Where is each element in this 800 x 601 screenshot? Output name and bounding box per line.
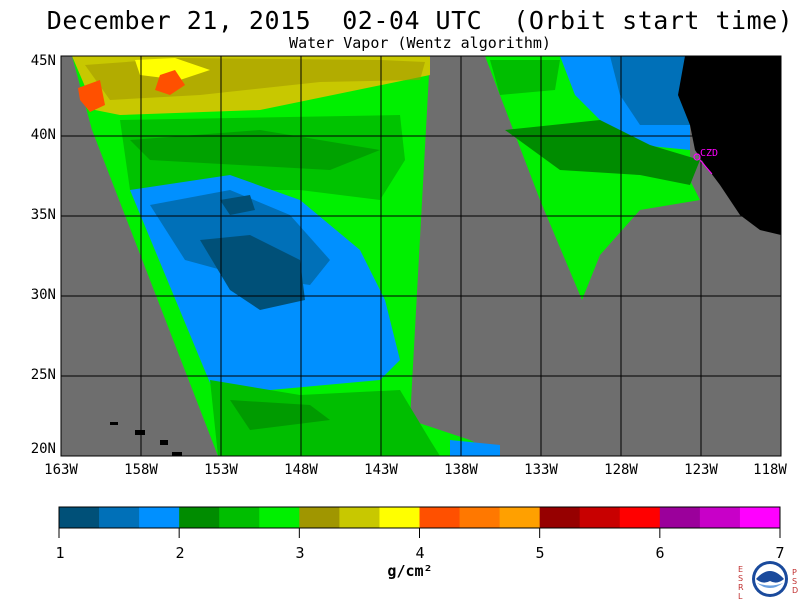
colorbar-swatch [739,507,781,528]
colorbar-swatch [139,507,180,528]
colorbar-swatch [619,507,661,528]
logo-letter: L [738,592,743,601]
lat-label: 30N [30,287,56,303]
logo-letter: S [792,577,798,586]
lon-label: 128W [604,462,638,478]
colorbar-swatch [299,507,340,528]
colorbar-swatch [459,507,501,528]
lon-label: 143W [364,462,398,478]
lat-label: 40N [30,127,56,143]
island [135,430,145,435]
lon-label: 118W [753,462,787,478]
colorbar-swatch [419,507,461,528]
map-title: December 21, 2015 02-04 UTC (Orbit start… [46,6,794,35]
lon-label: 163W [44,462,78,478]
map-subtitle: Water Vapor (Wentz algorithm) [289,34,551,52]
station-label: CZD [700,148,718,159]
lat-label: 35N [30,207,56,223]
colorbar-swatch [339,507,380,528]
colorbar-tick-label: 2 [175,544,185,562]
map-border [60,55,782,457]
colorbar-swatch [499,507,541,528]
lon-label: 153W [204,462,238,478]
logo-letter: S [738,574,744,583]
western-swath [72,56,500,456]
island [172,452,182,456]
lat-label: 20N [30,441,56,457]
colorbar-swatch [59,507,100,528]
colorbar-swatch [659,507,701,528]
lon-label: 158W [124,462,158,478]
colorbar-swatch [699,507,741,528]
colorbar-tick-label: 3 [295,544,305,562]
logo-letter: D [792,586,799,595]
lon-label: 123W [684,462,718,478]
lon-label: 133W [524,462,558,478]
island [160,440,168,445]
colorbar-tick-label: 5 [535,544,545,562]
lat-label: 45N [30,53,56,69]
colorbar-swatch [179,507,220,528]
colorbar-tick-label: 4 [415,544,425,562]
lon-label: 138W [444,462,478,478]
colorbar-swatch [579,507,621,528]
colorbar-tick-label: 7 [775,544,785,562]
logo-letter: R [738,583,744,592]
colorbar-swatch [99,507,140,528]
land-california [678,56,781,235]
colorbar-swatch [379,507,420,528]
lon-label: 148W [284,462,318,478]
colorbar-swatch [219,507,260,528]
logo-letter: P [792,568,797,577]
eastern-swath [485,56,700,300]
colorbar-tick-label: 6 [655,544,665,562]
map-gridlines [61,56,781,456]
lat-label: 25N [30,367,56,383]
station-marker-czd: CZD [693,148,718,175]
colorbar-units: g/cm² [387,562,433,580]
colorbar-tick-label: 1 [55,544,65,562]
colorbar-swatch [259,507,300,528]
colorbar-swatch [539,507,581,528]
logo-letter: E [738,565,744,574]
noaa-emblem-icon [752,561,788,597]
island [110,422,118,425]
noaa-logo[interactable]: E S R L P S D [730,555,800,601]
